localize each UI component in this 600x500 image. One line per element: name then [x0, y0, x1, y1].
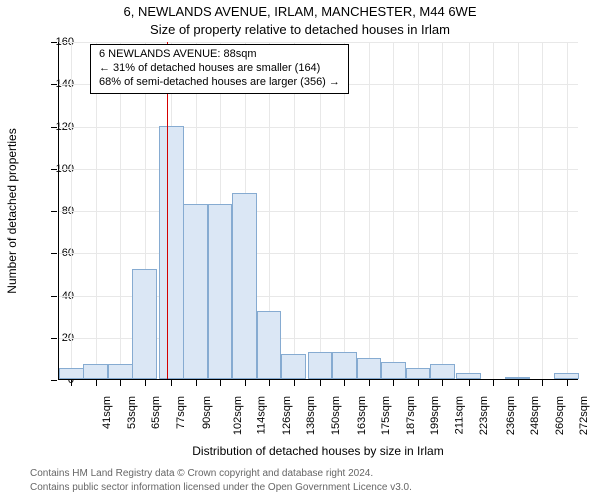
- xtick: [344, 380, 345, 386]
- xtick-label: 260sqm: [554, 396, 566, 435]
- xtick: [245, 380, 246, 386]
- xtick-label: 199sqm: [430, 396, 442, 435]
- histogram-bar: [456, 373, 481, 379]
- histogram-bar: [208, 204, 233, 379]
- xtick: [171, 380, 172, 386]
- xtick: [369, 380, 370, 386]
- xtick: [120, 380, 121, 386]
- xtick-label: 175sqm: [381, 396, 393, 435]
- xtick: [442, 380, 443, 386]
- xtick: [518, 380, 519, 386]
- histogram-bar: [59, 368, 84, 379]
- xtick-label: 65sqm: [150, 396, 162, 429]
- ytick: [51, 338, 57, 339]
- ytick: [51, 380, 57, 381]
- xtick: [196, 380, 197, 386]
- histogram-bar: [554, 373, 579, 379]
- ytick: [51, 296, 57, 297]
- gridline-v: [71, 42, 72, 379]
- histogram-bar: [159, 126, 184, 380]
- ytick: [51, 253, 57, 254]
- xtick-label: 114sqm: [255, 396, 267, 434]
- credit-line-2: Contains public sector information licen…: [30, 482, 412, 493]
- xtick: [418, 380, 419, 386]
- xtick: [145, 380, 146, 386]
- histogram-bar: [281, 354, 306, 379]
- annotation-line-1: 6 NEWLANDS AVENUE: 88sqm: [99, 48, 340, 62]
- chart-title-main: 6, NEWLANDS AVENUE, IRLAM, MANCHESTER, M…: [0, 4, 600, 19]
- gridline-h: [59, 169, 578, 170]
- gridline-v: [518, 42, 519, 379]
- xtick: [493, 380, 494, 386]
- histogram-bar: [430, 364, 455, 379]
- x-axis-label: Distribution of detached houses by size …: [58, 444, 578, 458]
- xtick-label: 77sqm: [175, 396, 187, 429]
- xtick: [294, 380, 295, 386]
- xtick-label: 163sqm: [356, 396, 368, 435]
- y-axis-label: Number of detached properties: [5, 128, 19, 293]
- xtick-label: 211sqm: [453, 396, 465, 434]
- ytick: [51, 211, 57, 212]
- gridline-v: [542, 42, 543, 379]
- histogram-bar: [183, 204, 208, 379]
- gridline-v: [469, 42, 470, 379]
- chart-root: 6, NEWLANDS AVENUE, IRLAM, MANCHESTER, M…: [0, 0, 600, 500]
- xtick-label: 187sqm: [405, 396, 417, 435]
- chart-title-sub: Size of property relative to detached ho…: [0, 22, 600, 37]
- gridline-v: [493, 42, 494, 379]
- annotation-box: 6 NEWLANDS AVENUE: 88sqm ← 31% of detach…: [90, 44, 349, 94]
- xtick-label: 223sqm: [479, 396, 491, 435]
- xtick-label: 236sqm: [505, 396, 517, 435]
- gridline-h: [59, 42, 578, 43]
- xtick-label: 53sqm: [126, 396, 138, 429]
- xtick-label: 150sqm: [330, 396, 342, 435]
- xtick: [320, 380, 321, 386]
- xtick: [220, 380, 221, 386]
- xtick: [567, 380, 568, 386]
- gridline-v: [418, 42, 419, 379]
- gridline-v: [393, 42, 394, 379]
- xtick: [542, 380, 543, 386]
- histogram-bar: [108, 364, 133, 379]
- xtick-label: 248sqm: [529, 396, 541, 435]
- xtick-label: 102sqm: [232, 396, 244, 435]
- xtick-label: 126sqm: [281, 396, 293, 435]
- gridline-h: [59, 253, 578, 254]
- credit-line-1: Contains HM Land Registry data © Crown c…: [30, 468, 373, 479]
- histogram-bar: [308, 352, 333, 379]
- annotation-line-3: 68% of semi-detached houses are larger (…: [99, 76, 340, 90]
- gridline-v: [567, 42, 568, 379]
- histogram-bar: [406, 368, 431, 379]
- xtick-label: 41sqm: [101, 396, 113, 429]
- histogram-bar: [381, 362, 406, 379]
- gridline-v: [369, 42, 370, 379]
- histogram-bar: [357, 358, 382, 379]
- histogram-bar: [257, 311, 282, 379]
- xtick-label: 272sqm: [578, 396, 590, 435]
- annotation-line-2: ← 31% of detached houses are smaller (16…: [99, 62, 340, 76]
- histogram-bar: [132, 269, 157, 379]
- y-axis-label-wrap: Number of detached properties: [12, 42, 26, 380]
- histogram-bar: [232, 193, 257, 379]
- gridline-v: [442, 42, 443, 379]
- gridline-h: [59, 127, 578, 128]
- xtick: [393, 380, 394, 386]
- gridline-h: [59, 211, 578, 212]
- xtick: [269, 380, 270, 386]
- histogram-bar: [332, 352, 357, 379]
- histogram-bar: [505, 377, 530, 379]
- xtick: [469, 380, 470, 386]
- xtick: [96, 380, 97, 386]
- xtick-label: 90sqm: [201, 396, 213, 429]
- xtick-label: 138sqm: [305, 396, 317, 435]
- histogram-bar: [83, 364, 108, 379]
